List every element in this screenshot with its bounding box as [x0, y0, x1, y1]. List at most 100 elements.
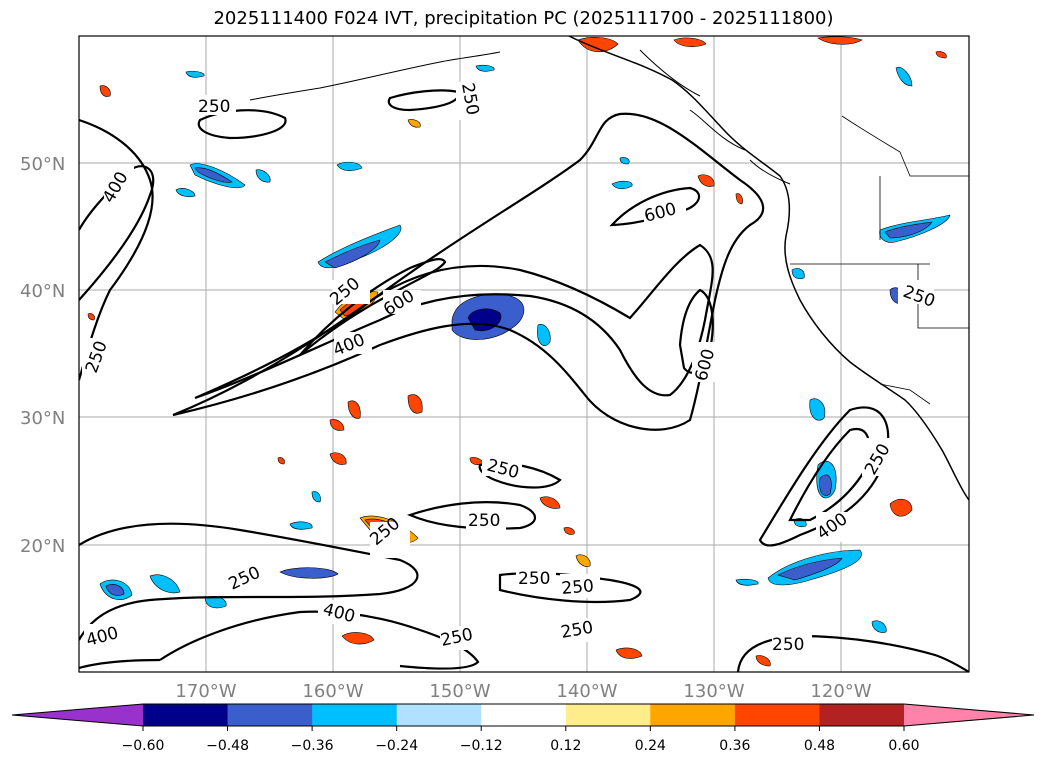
precip-blob	[329, 419, 345, 431]
lon-label-150w: 150°W	[429, 681, 490, 702]
colorbar-tick-label: −0.60	[122, 738, 165, 754]
colorbar-tick-label: 0.24	[635, 738, 666, 754]
precip-blob	[87, 313, 95, 321]
lon-label-130w: 130°W	[683, 681, 744, 702]
precip-blob	[735, 193, 743, 205]
precip-blob	[895, 66, 913, 87]
colorbar-cell	[819, 704, 905, 726]
precip-blob	[809, 398, 826, 421]
colorbar-tick-label: −0.24	[375, 738, 418, 754]
precip-blob	[336, 161, 363, 171]
lat-label-40n: 40°N	[20, 281, 65, 302]
coast-aleutians	[249, 51, 501, 101]
precip-blob	[791, 268, 805, 280]
precip-blob	[817, 36, 863, 45]
colorbar-cell	[396, 704, 482, 726]
precip-blob	[735, 578, 759, 586]
colorbar-tick-label: 0.60	[888, 738, 919, 754]
state-borders	[790, 115, 969, 405]
contour-label: 250	[518, 569, 550, 589]
precip-blob	[889, 498, 913, 517]
precip-blob	[577, 37, 619, 53]
colorbar-cell	[481, 704, 567, 726]
precip-blob	[611, 180, 633, 190]
colorbar-extend-low	[12, 704, 143, 726]
longitude-labels: 170°W 160°W 150°W 140°W 130°W 120°W	[175, 681, 871, 702]
precip-blob	[697, 174, 715, 187]
precip-blob	[194, 167, 233, 183]
precip-blob	[185, 70, 205, 78]
colorbar-tick-label: −0.12	[460, 738, 503, 754]
precip-blob	[347, 400, 361, 419]
contour-400-baja	[788, 427, 871, 522]
lon-label-170w: 170°W	[175, 681, 236, 702]
precip-blob	[475, 64, 495, 72]
colorbar-tick-label: 0.48	[804, 738, 835, 754]
precip-blob	[615, 647, 643, 659]
precip-blob	[407, 119, 421, 128]
precip-blob	[341, 632, 375, 645]
lon-label-140w: 140°W	[556, 681, 617, 702]
lat-label-30n: 30°N	[20, 408, 65, 429]
colorbar-tick-label: −0.48	[206, 738, 249, 754]
coastlines	[249, 36, 969, 501]
precip-blob	[755, 655, 771, 667]
colorbar-cell	[143, 704, 229, 726]
precip-blob	[575, 554, 591, 567]
contour-250-main	[172, 112, 765, 431]
precip-blob	[673, 37, 707, 47]
contour-label: 250	[772, 635, 804, 655]
precip-blob	[175, 188, 196, 198]
contour-250-westedge	[79, 165, 155, 301]
map-frame	[78, 35, 970, 673]
precip-blob	[935, 51, 947, 59]
contour-250-south-b	[498, 572, 642, 604]
precip-blob	[819, 474, 832, 496]
colorbar-tick-label: −0.36	[291, 738, 334, 754]
colorbar-cell	[565, 704, 651, 726]
colorbar-extend-high	[904, 704, 1034, 726]
precip-blob	[105, 584, 125, 596]
precip-blob	[311, 491, 321, 503]
contour-label: 250	[468, 511, 500, 531]
precip-blob	[871, 620, 887, 633]
precip-blob	[619, 157, 630, 165]
latitude-labels: 50°N 40°N 30°N 20°N	[20, 154, 65, 557]
contour-250-aleutian	[387, 89, 460, 112]
lat-label-50n: 50°N	[20, 154, 65, 175]
precip-blob	[149, 574, 181, 594]
lon-label-120w: 120°W	[810, 681, 871, 702]
contour-labels: 250 250 400 250 250 600 400 600 600 250 …	[82, 81, 938, 655]
colorbar-cell	[734, 704, 820, 726]
colorbar-cell	[312, 704, 398, 726]
colorbar-cell	[227, 704, 313, 726]
map-title: 2025111400 F024 IVT, precipitation PC (2…	[213, 8, 834, 29]
contour-label: 250	[198, 97, 230, 117]
precip-blob	[255, 169, 271, 183]
coast-north-america	[568, 36, 969, 501]
precip-blob	[884, 221, 933, 239]
contour-label: 250	[561, 576, 595, 599]
contour-250-central-south	[406, 501, 537, 530]
precip-blob	[537, 324, 551, 346]
precip-blob	[777, 557, 843, 581]
precip-blob	[324, 239, 381, 269]
precip-blob	[277, 457, 285, 465]
contour-250-south-a	[79, 522, 419, 641]
contour-400-south	[159, 610, 480, 670]
precip-blob	[563, 527, 575, 535]
precip-negative-areas	[99, 64, 951, 633]
contour-400-westedge	[79, 118, 154, 381]
contour-250-south-edge	[79, 658, 161, 670]
colorbar: −0.60 −0.48 −0.36 −0.24 −0.12 0.12 0.24 0.36 0.4…	[11, 703, 1035, 754]
colorbar-tick-label: 0.12	[550, 738, 581, 754]
precip-blob	[99, 85, 111, 97]
colorbar-cell	[650, 704, 736, 726]
precip-blob	[407, 394, 423, 414]
lon-label-160w: 160°W	[302, 681, 363, 702]
colorbar-tick-label: 0.36	[719, 738, 750, 754]
precip-blob	[279, 567, 339, 579]
precip-blob	[289, 521, 313, 530]
coast-islands	[639, 49, 791, 185]
